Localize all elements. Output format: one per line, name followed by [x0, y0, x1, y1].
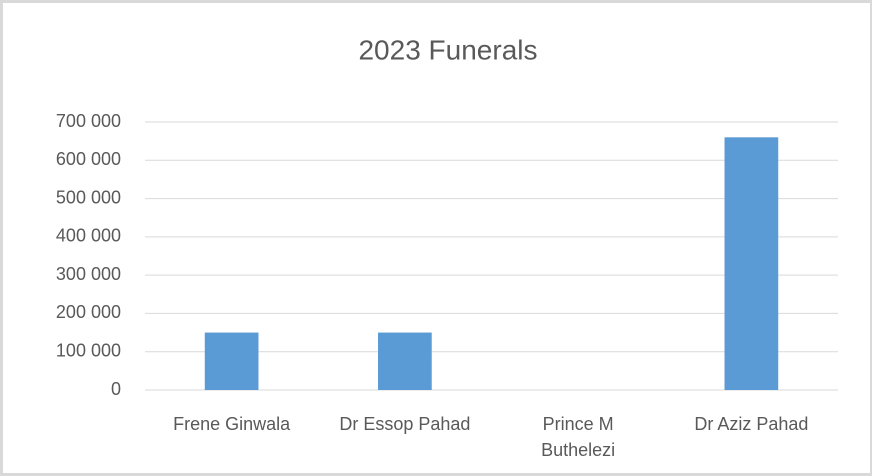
- y-tick-label: 100 000: [56, 340, 121, 360]
- chart-title: 2023 Funerals: [358, 34, 537, 65]
- x-tick-label: Dr Essop Pahad: [339, 414, 471, 434]
- bar: [204, 332, 259, 390]
- chart: 2023 Funerals 0 100 000 200 000 300 000 400 …: [56, 34, 838, 399]
- y-tick-label: 600 000: [56, 149, 121, 169]
- y-tick-label: 200 000: [56, 302, 121, 322]
- bar: [724, 137, 779, 390]
- y-tick-label: 300 000: [56, 264, 121, 284]
- y-tick-label: 500 000: [56, 187, 121, 207]
- x-tick-label: Prince M Buthelezi: [541, 414, 616, 460]
- x-tick-label: Dr Aziz Pahad: [694, 414, 809, 434]
- x-tick-label: Frene Ginwala: [173, 414, 291, 434]
- y-tick-label: 700 000: [56, 111, 121, 131]
- y-tick-label: 400 000: [56, 226, 121, 246]
- y-tick-label: 0: [111, 379, 121, 399]
- bar: [378, 332, 432, 390]
